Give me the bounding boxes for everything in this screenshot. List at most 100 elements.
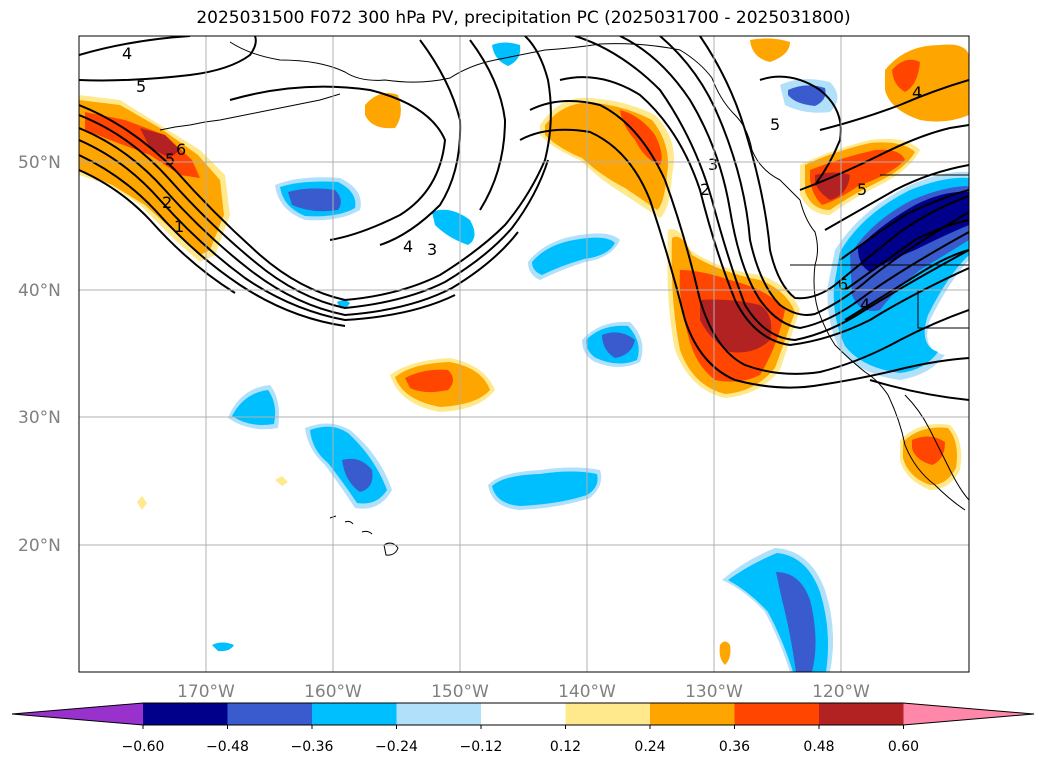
colorbar-tick-label: 0.36 [719,739,750,755]
precip-region-central-north-core [620,110,662,165]
coast-hawaii-a [383,542,399,556]
precip-negative-regions [212,42,969,672]
precip-region-neg-g-mid [492,471,598,506]
latitude-labels: 50°N 40°N 30°N 20°N [18,153,61,556]
precip-region-neg-north [492,42,521,66]
pv-contour-t6 [529,100,969,375]
pv-contour-t4 [659,36,969,316]
lat-label-20n: 20°N [18,536,61,556]
coast-hawaii-c [344,520,354,525]
longitude-labels: 170°W 160°W 150°W 140°W 130°W 120°W [177,682,870,702]
lat-label-40n: 40°N [18,281,61,301]
pv-contour-east-g [844,249,969,321]
pv-label-3: 5 [165,150,175,169]
pv-contour-east-d [824,164,969,231]
precip-region-neg-dot [212,642,234,652]
pv-contour-east-a [759,75,842,186]
pv-label-6: 1 [174,217,184,236]
precip-region-neg-f-core [342,458,373,492]
colorbar-segment [481,703,566,725]
precip-region-dot-b [137,496,147,510]
colorbar-segment [143,703,228,725]
pv-contour-w6 [79,169,236,294]
colorbar-tick-label: 0.60 [888,739,919,755]
colorbar-segment [819,703,904,725]
pv-contour-east-b [819,79,969,131]
pv-label-1: 4 [122,44,132,63]
lat-label-30n: 30°N [18,408,61,428]
pv-label-10: 3 [708,155,718,174]
precip-region-neg-b [432,209,475,245]
pv-label-4: 6 [176,140,186,159]
precip-region-neg-d-core [602,332,635,358]
pv-label-2: 5 [136,77,146,96]
pv-label-5: 2 [162,193,172,212]
pv-contour-w4 [79,139,456,322]
pv-contour-w3 [79,127,519,317]
lon-label-130w: 130°W [685,682,743,702]
precip-region-nw-peak [140,128,180,158]
colorbar-segment [565,703,651,725]
colorbar-tick-label: 0.48 [803,739,834,755]
colorbar-segment [734,703,820,725]
colorbar-extend-low [12,703,143,725]
lon-label-170w: 170°W [177,682,235,702]
colorbar-segment [312,703,397,725]
precip-region-dot-a [275,476,288,486]
precip-region-neg-e-mid [232,390,276,425]
pv-contour-top-left-b [79,36,257,82]
pv-contour-east-f [844,219,969,291]
colorbar-tick-label: −0.60 [122,739,165,755]
colorbar-tick-label: 0.24 [634,739,665,755]
precip-region-northeast-core [892,59,920,92]
colorbar-tick-label: −0.12 [460,739,503,755]
colorbar-segment [396,703,482,725]
precip-region-subtropic-core [405,369,453,393]
pv-label-13: 5 [857,180,867,199]
precip-region-dot-c [719,641,731,665]
pv-contour-t2 [574,36,969,342]
colorbar-segments [12,703,1034,725]
coast-inland-border-c [917,290,969,329]
map-background [79,36,969,672]
coast-aleutians [159,93,341,131]
coast-baja [887,394,966,511]
precip-region-neg-wus-peak [858,191,969,272]
map-content: 4 5 5 6 2 1 4 3 5 3 2 4 5 6 4 [79,36,969,672]
colorbar-tick-label: −0.48 [206,739,249,755]
colorbar-extend-high [903,703,1034,725]
gridlines [79,36,969,672]
pv-contour-t5 [699,36,969,300]
pv-contour-inner-ridge [229,85,447,241]
lon-label-120w: 120°W [812,682,870,702]
pv-contour-top-left [79,36,191,56]
pv-contour-w5 [79,154,346,327]
map-title: 2025031500 F072 300 hPa PV, precipitatio… [196,8,851,28]
pv-label-15: 4 [860,295,870,314]
colorbar: −0.60 −0.48 −0.36 −0.24 −0.12 0.12 0.24 0.36 0.4… [11,702,1035,755]
lon-label-140w: 140°W [558,682,616,702]
coast-bc [799,199,818,266]
colorbar-tick-label: 0.12 [550,739,581,755]
coast-alaska [229,41,801,201]
pv-label-9: 5 [770,115,780,134]
pv-contour-ridge-c [469,39,507,211]
lat-label-50n: 50°N [18,153,61,173]
pv-contour-east-c [799,124,969,191]
colorbar-segment [650,703,735,725]
pv-contour-t3 [619,36,969,330]
map-border [78,35,970,673]
coastlines [159,41,969,556]
pv-contour-w2 [79,114,549,310]
colorbar-ticks: −0.60 −0.48 −0.36 −0.24 −0.12 0.12 0.24 0.36 0.4… [122,725,919,755]
coast-hawaii-b [361,530,373,535]
precip-region-north-small [750,38,790,62]
coast-us-west [813,264,889,396]
pv-contour-w1 [79,36,552,302]
pv-contour-bottom-east [869,379,969,401]
lon-label-160w: 160°W [304,682,362,702]
pv-label-14: 6 [838,275,848,294]
colorbar-tick-label: −0.36 [291,739,334,755]
precip-region-neg-h-core [776,572,816,672]
